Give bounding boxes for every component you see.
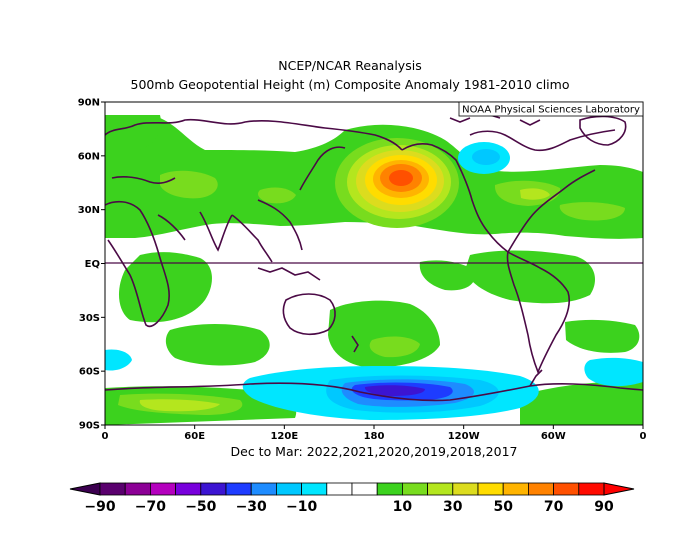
lon-label: 180 (364, 431, 385, 442)
colorbar-swatch (477, 482, 504, 496)
colorbar-swatch (351, 482, 378, 496)
lat-label: 60S (79, 367, 100, 378)
lat-label: 30S (79, 313, 100, 324)
title-line-2: 500mb Geopotential Height (m) Composite … (130, 77, 570, 92)
colorbar-tick-label: 50 (493, 499, 513, 515)
colorbar-swatch (376, 482, 403, 496)
colorbar-swatch (149, 482, 176, 496)
lat-label: 90N (78, 98, 100, 109)
lon-label: 0 (640, 431, 647, 442)
colorbar-swatch (200, 482, 227, 496)
colorbar-swatch (275, 482, 302, 496)
lon-label: 0 (102, 431, 109, 442)
colorbar-swatch (502, 482, 529, 496)
longitude-axis: 0 60E 120E 180 120W 60W 0 (102, 425, 647, 442)
lon-label: 120W (448, 431, 480, 442)
colorbar-tick-label: 70 (544, 499, 564, 515)
colorbar-swatch (578, 482, 605, 496)
colorbar-tick-label: 10 (393, 499, 413, 515)
colorbar-swatch (326, 482, 353, 496)
colorbar-underflow (69, 482, 101, 496)
colorbar-tick-label: 30 (443, 499, 463, 515)
colorbar-tick-label: −10 (286, 499, 317, 515)
lon-label: 120E (270, 431, 298, 442)
colorbar-swatch (175, 482, 202, 496)
colorbar-swatch (452, 482, 479, 496)
colorbar-tick-label: −30 (236, 499, 267, 515)
colorbar-swatch (528, 482, 555, 496)
colorbar-tick-label: −50 (185, 499, 216, 515)
latitude-axis: 90N 60N 30N EQ 30S 60S 90S (78, 98, 105, 432)
colorbar: −90 −70 −50 −30 −10 10 30 50 70 90 (69, 482, 635, 515)
years-subtitle: Dec to Mar: 2022,2021,2020,2019,2018,201… (230, 444, 518, 459)
coastlines (105, 114, 643, 402)
title-line-1: NCEP/NCAR Reanalysis (278, 58, 422, 73)
colorbar-swatch (124, 482, 151, 496)
credit-text: NOAA Physical Sciences Laboratory (462, 105, 640, 116)
colorbar-swatch (401, 482, 428, 496)
colorbar-swatch (301, 482, 328, 496)
lat-label: 60N (78, 151, 100, 162)
colorbar-tick-label: 90 (594, 499, 614, 515)
colorbar-overflow (603, 482, 635, 496)
lat-label: EQ (85, 259, 100, 270)
lon-label: 60E (184, 431, 205, 442)
north-pacific-ridge (335, 138, 459, 228)
colorbar-swatch (250, 482, 277, 496)
colorbar-swatch (99, 482, 126, 496)
positive-anomaly-50 (139, 188, 550, 412)
colorbar-tick-label: −70 (135, 499, 166, 515)
colorbar-swatch (427, 482, 454, 496)
lat-label: 90S (79, 421, 100, 432)
positive-anomaly-10-30 (105, 115, 643, 425)
colorbar-swatch (225, 482, 252, 496)
lon-label: 60W (541, 431, 566, 442)
colorbar-swatch (553, 482, 580, 496)
colorbar-tick-label: −90 (84, 499, 115, 515)
credit-box (458, 101, 644, 117)
canada-trough (458, 142, 510, 174)
lat-label: 30N (78, 205, 100, 216)
